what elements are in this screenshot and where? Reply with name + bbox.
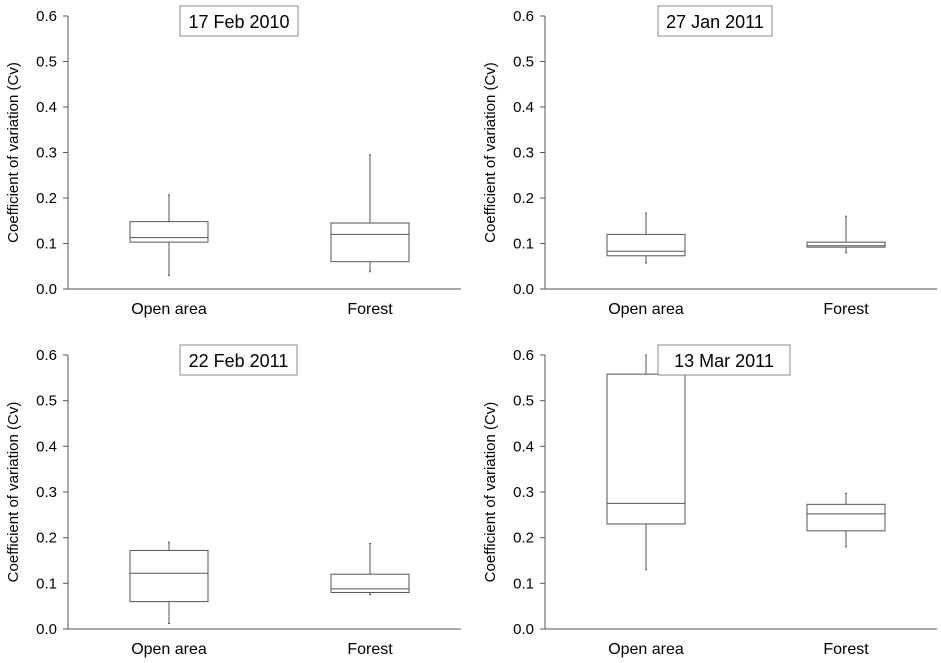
- box-iqr: [806, 503, 886, 532]
- x-tick-label: Open area: [131, 641, 207, 658]
- box-iqr: [606, 373, 686, 525]
- y-tick-label: 0.6: [36, 8, 57, 25]
- y-tick-label: 0.5: [513, 54, 534, 71]
- y-tick-label: 0.0: [36, 621, 57, 638]
- chart-panel-1: 0.0 0.1 0.2 0.3 0.4 0.5 0.6 Coefficient of vari…: [5, 5, 461, 318]
- y-tick-label: 0.3: [36, 484, 57, 501]
- chart-title: 22 Feb 2011: [189, 351, 289, 371]
- x-tick-label: Open area: [608, 301, 684, 318]
- y-tick-label: 0.6: [513, 8, 534, 25]
- title-box: [179, 344, 298, 376]
- chart-panel-3: 0.0 0.1 0.2 0.3 0.4 0.5 0.6 Coefficient of vari…: [5, 344, 461, 658]
- box-forest: [330, 543, 410, 596]
- y-tick-label: 0.2: [513, 530, 534, 547]
- chart-title: 27 Jan 2011: [666, 12, 764, 32]
- y-tick-label: 0.3: [513, 484, 534, 501]
- x-tick-label: Forest: [347, 301, 393, 318]
- box-open-area: [606, 354, 686, 571]
- y-tick-label: 0.2: [36, 190, 57, 207]
- box-open-area: [606, 212, 686, 264]
- box-open-area: [129, 541, 209, 625]
- chart-title: 13 Mar 2011: [674, 351, 774, 371]
- box-iqr: [330, 222, 410, 263]
- x-tick-label: Open area: [131, 301, 207, 318]
- x-tick-label: Forest: [823, 641, 869, 658]
- x-tick-label: Open area: [608, 641, 684, 658]
- title-box: [657, 344, 791, 376]
- box-iqr: [129, 221, 209, 243]
- box-iqr: [129, 549, 209, 603]
- y-tick-label: 0.0: [36, 281, 57, 298]
- y-tick-label: 0.4: [513, 438, 534, 455]
- y-tick-label: 0.5: [513, 393, 534, 410]
- box-iqr: [330, 573, 410, 593]
- title-box: [657, 5, 773, 37]
- y-tick-label: 0.3: [513, 145, 534, 162]
- y-tick-label: 0.2: [36, 530, 57, 547]
- box-iqr: [806, 241, 886, 248]
- title-box: [179, 5, 299, 37]
- y-tick-label: 0.6: [36, 347, 57, 364]
- y-tick-label: 0.5: [36, 393, 57, 410]
- chart-title: 17 Feb 2010: [188, 12, 289, 32]
- y-tick-label: 0.3: [36, 145, 57, 162]
- box-iqr: [606, 233, 686, 257]
- y-tick-label: 0.4: [36, 99, 57, 116]
- chart-panel-2: 0.0 0.1 0.2 0.3 0.4 0.5 0.6 Coefficient of vari…: [482, 5, 937, 318]
- y-tick-label: 0.4: [36, 438, 57, 455]
- y-tick-label: 0.1: [513, 236, 534, 253]
- box-forest: [806, 492, 886, 548]
- y-tick-label: 0.6: [513, 347, 534, 364]
- y-tick-label: 0.4: [513, 99, 534, 116]
- y-tick-label: 0.5: [36, 54, 57, 71]
- box-forest: [330, 154, 410, 273]
- y-tick-label: 0.2: [513, 190, 534, 207]
- box-forest: [806, 215, 886, 254]
- y-axis-label: Coefficient of variation (Cv): [482, 402, 499, 583]
- y-tick-label: 0.1: [513, 575, 534, 592]
- y-axis-label: Coefficient of variation (Cv): [5, 402, 22, 583]
- box-open-area: [129, 194, 209, 276]
- chart-panel-4: 0.0 0.1 0.2 0.3 0.4 0.5 0.6 Coefficient of vari…: [482, 344, 937, 658]
- y-tick-label: 0.1: [36, 236, 57, 253]
- y-axis-label: Coefficient of variation (Cv): [5, 62, 22, 243]
- x-tick-label: Forest: [347, 641, 393, 658]
- y-axis-label: Coefficient of variation (Cv): [482, 62, 499, 243]
- y-tick-label: 0.0: [513, 281, 534, 298]
- y-tick-label: 0.1: [36, 575, 57, 592]
- y-tick-label: 0.0: [513, 621, 534, 638]
- x-tick-label: Forest: [823, 301, 869, 318]
